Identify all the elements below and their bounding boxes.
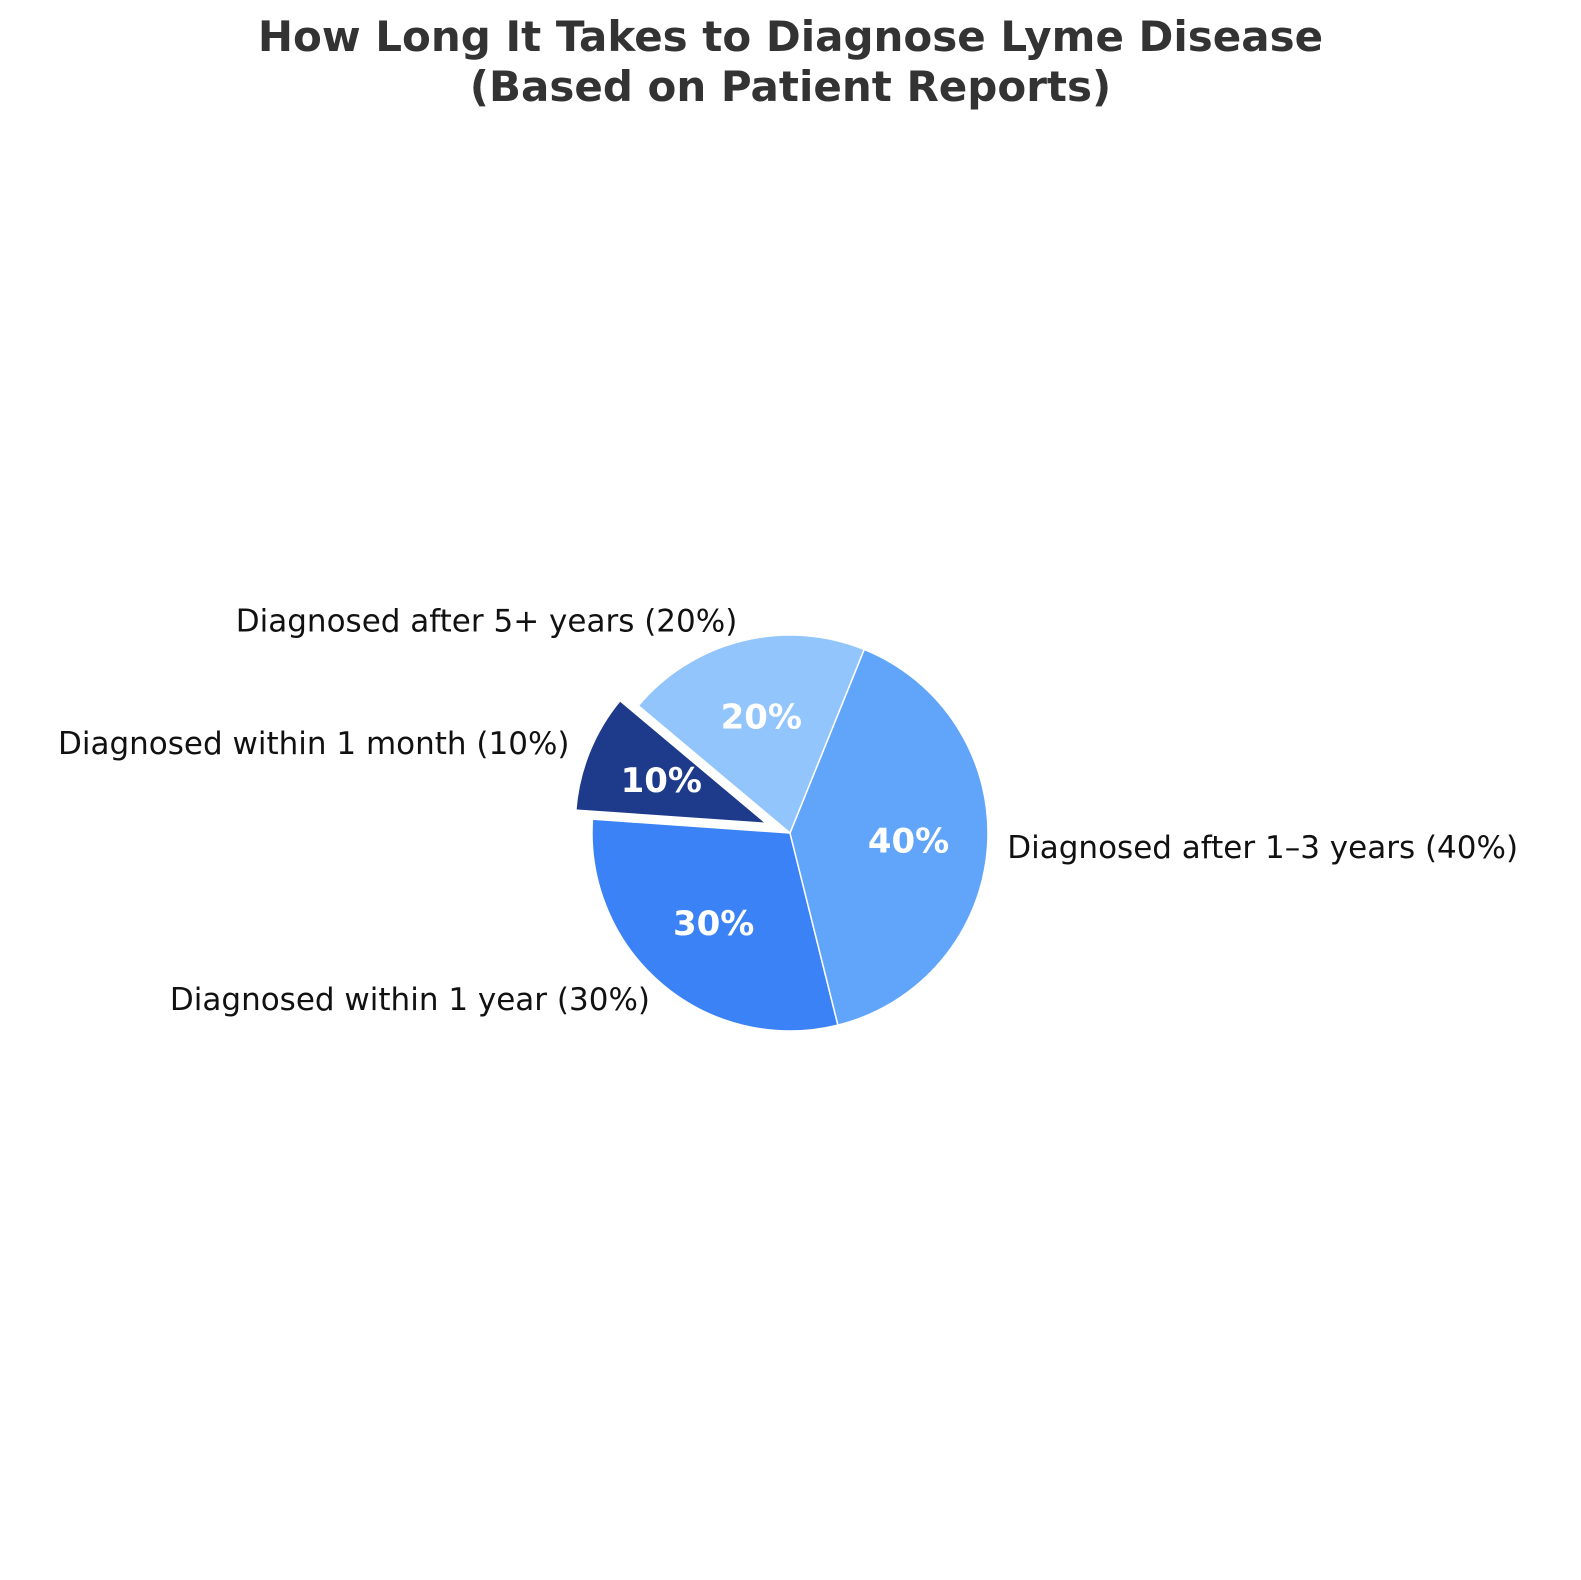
pie-slice-label-1: Diagnosed within 1 month (10%) [58,726,570,762]
pie-slice-1 [571,694,779,829]
pie-slice-2 [591,818,839,1032]
pie-slice-label-4: Diagnosed after 5+ years (20%) [236,604,738,640]
pie-slice-label-2: Diagnosed within 1 year (30%) [170,982,650,1018]
chart-title: How Long It Takes to Diagnose Lyme Disea… [257,12,1324,111]
pie-slice-3 [789,648,989,1027]
pie-slice-percent-4: 20% [721,698,802,738]
pie-slice-percent-2: 30% [673,904,754,944]
pie-slice-percent-1: 10% [621,761,702,801]
pie-labels: 10% Diagnosed within 1 month (10%) 30% Diag… [58,604,1518,1018]
pie-slices [571,634,989,1032]
pie-slice-percent-3: 40% [868,821,949,861]
pie-slice-label-3: Diagnosed after 1–3 years (40%) [1007,830,1518,866]
pie-slice-4 [637,634,866,835]
